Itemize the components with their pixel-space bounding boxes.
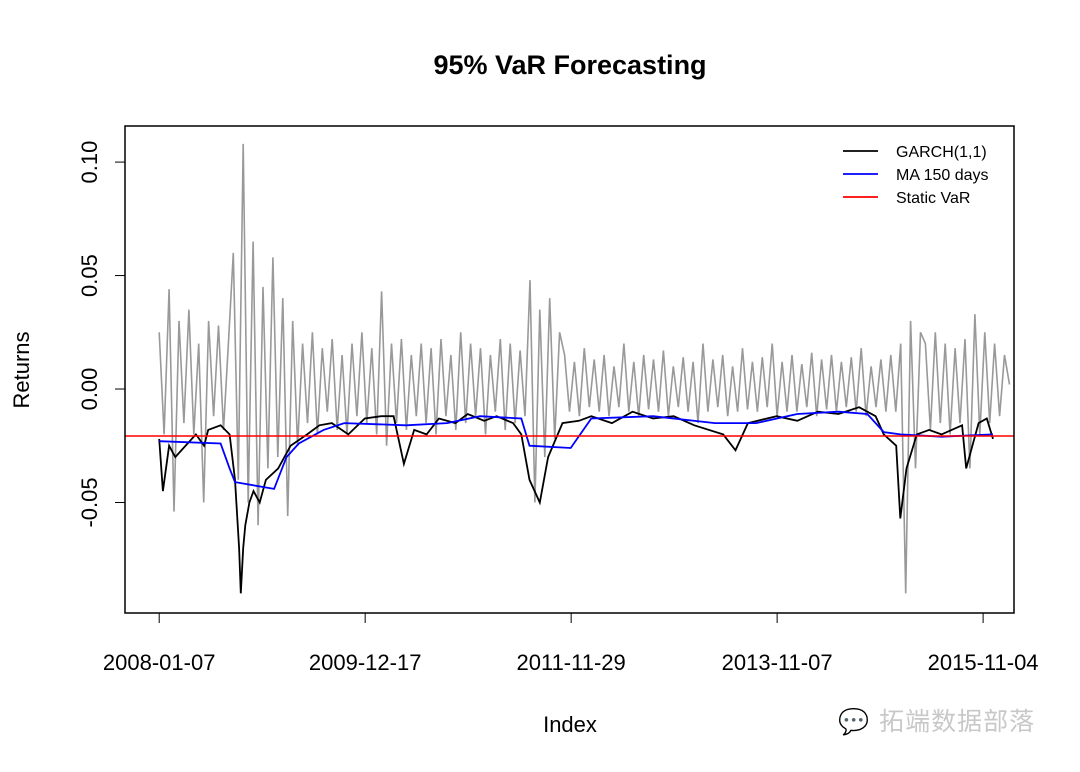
legend: GARCH(1,1) MA 150 days Static VaR [843,144,989,207]
y-tick-label: 0.05 [77,254,102,297]
returns-series-line [158,143,1011,594]
wechat-icon: 💬 [838,707,871,736]
chart-title: 95% VaR Forecasting [433,50,706,80]
legend-label-garch-1-1: GARCH(1,1) [896,144,987,161]
legend-label-ma-150-days: MA 150 days [896,167,989,184]
x-tick-label: 2011-11-29 [517,650,626,675]
legend-label-static-var: Static VaR [896,190,970,207]
x-tick-label: 2008-01-07 [103,650,216,675]
watermark: 💬 拓端数据部落 [838,702,1035,738]
axes: 2008-01-07 2009-12-17 2011-11-29 2013-11-07… [77,141,1039,675]
x-tick-label: 2013-11-07 [722,650,833,675]
ma-150-days-series-line [159,410,994,490]
plot-area [125,143,1014,594]
garch-1-1-series-line [158,406,994,594]
x-tick-label: 2015-11-04 [928,650,1039,675]
y-tick-label: -0.05 [77,477,102,527]
x-tick-label: 2009-12-17 [309,650,422,675]
x-axis-label: Index [543,712,597,737]
watermark-text: 拓端数据部落 [879,707,1036,736]
y-tick-label: 0.00 [77,368,102,411]
y-tick-label: 0.10 [77,141,102,184]
y-axis-label: Returns [9,331,34,408]
